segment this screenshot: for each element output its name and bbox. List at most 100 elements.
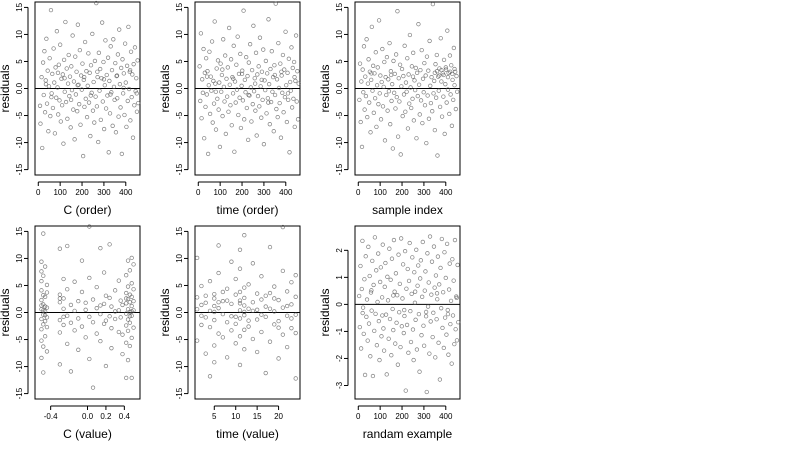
data-point — [246, 282, 251, 287]
data-point — [372, 71, 377, 76]
data-point — [113, 130, 119, 135]
data-point — [296, 81, 301, 86]
data-point — [109, 304, 114, 309]
data-point — [253, 50, 259, 55]
data-point — [371, 282, 376, 288]
data-point — [237, 316, 243, 321]
data-point — [250, 300, 256, 305]
data-point — [55, 70, 61, 75]
data-point — [382, 59, 387, 65]
data-point — [450, 71, 455, 77]
data-point — [83, 335, 88, 340]
data-point — [388, 72, 394, 78]
data-point — [216, 107, 221, 112]
data-point — [420, 120, 425, 126]
data-point — [90, 31, 95, 37]
data-point — [274, 106, 279, 112]
data-point — [52, 80, 57, 85]
data-point — [400, 113, 405, 119]
data-point — [204, 56, 209, 61]
data-point — [377, 91, 382, 96]
data-point — [290, 65, 295, 71]
data-point — [136, 100, 141, 106]
data-point — [211, 101, 217, 106]
data-point — [432, 285, 437, 290]
data-point — [439, 306, 444, 311]
data-point — [198, 98, 203, 104]
data-point — [39, 327, 44, 332]
data-point — [289, 280, 294, 285]
data-point — [276, 319, 281, 324]
data-point — [366, 244, 371, 249]
x-axis-title: C (value) — [63, 427, 112, 441]
data-point — [44, 36, 49, 41]
data-point — [242, 313, 247, 318]
data-point — [244, 105, 249, 111]
data-point — [109, 67, 115, 73]
data-point — [293, 330, 298, 336]
data-point — [79, 87, 84, 92]
data-point — [267, 306, 273, 311]
data-point — [236, 112, 241, 118]
data-point — [42, 294, 48, 299]
data-point — [362, 372, 368, 378]
data-point — [42, 319, 48, 324]
data-point — [399, 236, 404, 241]
data-point — [246, 306, 251, 311]
data-point — [230, 91, 236, 96]
data-point — [101, 321, 107, 327]
y-tick-label: -10 — [15, 360, 24, 372]
data-point — [87, 224, 92, 229]
data-point — [59, 103, 65, 108]
data-point — [276, 297, 281, 303]
data-point — [274, 77, 280, 82]
data-point — [113, 60, 118, 66]
data-point — [107, 242, 112, 247]
data-point — [428, 100, 434, 106]
data-point — [106, 150, 111, 155]
data-point — [231, 43, 236, 48]
data-point — [363, 74, 368, 79]
data-point — [422, 288, 427, 293]
x-tick-label: 100 — [213, 188, 227, 197]
data-point — [43, 82, 49, 87]
data-point — [254, 317, 260, 322]
data-point — [399, 84, 404, 89]
x-tick-label: 200 — [395, 412, 409, 421]
data-point — [280, 90, 285, 95]
data-point — [436, 88, 441, 93]
data-point — [406, 72, 411, 77]
data-point — [289, 326, 294, 331]
data-point — [453, 106, 458, 112]
data-point — [420, 76, 426, 81]
data-point — [361, 90, 366, 95]
data-point — [111, 37, 116, 42]
data-point — [295, 69, 300, 74]
data-point — [115, 52, 121, 57]
data-point — [107, 111, 113, 116]
data-point — [203, 293, 208, 298]
data-point — [40, 145, 45, 151]
data-point — [103, 318, 109, 323]
data-point — [384, 92, 389, 98]
data-point — [79, 289, 85, 295]
data-point — [72, 137, 77, 142]
data-point — [437, 282, 442, 287]
data-point — [431, 91, 436, 96]
data-point — [129, 303, 134, 309]
data-point — [445, 87, 451, 92]
data-point — [199, 302, 204, 308]
data-point — [122, 112, 127, 118]
data-point — [130, 135, 136, 140]
data-point — [278, 61, 283, 66]
data-point — [389, 98, 394, 104]
y-tick-label: -15 — [175, 387, 184, 399]
y-axis-title: residuals — [158, 288, 172, 336]
data-point — [401, 92, 407, 97]
data-point — [364, 37, 369, 42]
data-point — [368, 130, 373, 135]
data-point — [409, 105, 414, 111]
y-tick-label: 1 — [335, 275, 344, 280]
data-point — [124, 340, 129, 345]
data-point — [209, 39, 215, 44]
